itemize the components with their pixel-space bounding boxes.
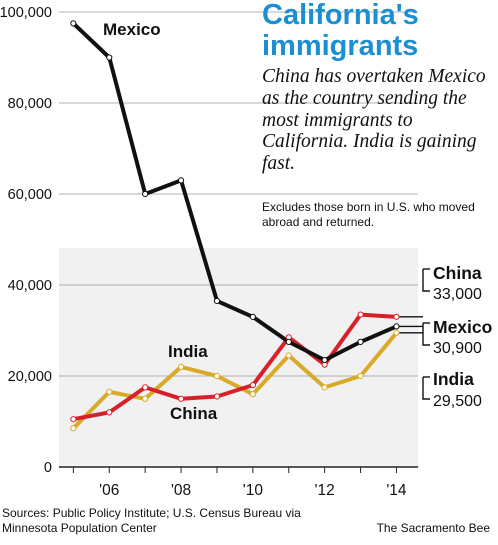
chart-subtitle: China has overtaken Mexico as the countr…	[262, 66, 486, 175]
end-label-name-india: India	[433, 369, 474, 389]
data-point-india	[249, 391, 256, 398]
grid-lines	[59, 11, 418, 468]
data-point-mexico	[357, 338, 364, 345]
x-axis: '06 '08 '10 '12 '14	[72, 467, 407, 499]
data-point-mexico	[321, 356, 328, 364]
series-labels: Mexico India China China 33,000 Mexico 30,900 I…	[103, 20, 492, 423]
data-point-china	[106, 409, 113, 416]
series-label-india: India	[168, 342, 208, 361]
y-tick-label: 20,000	[8, 369, 52, 385]
data-point-india	[357, 372, 364, 380]
x-tick-label: '06	[99, 482, 119, 499]
shaded-plot-background	[59, 248, 418, 467]
y-tick-label: 40,000	[8, 278, 52, 294]
data-point-china	[393, 313, 400, 320]
data-point-china	[177, 395, 185, 402]
series-points	[70, 20, 400, 432]
data-point-india	[321, 384, 328, 391]
data-point-mexico	[249, 313, 256, 320]
y-tick-label: 60,000	[8, 187, 52, 203]
data-point-india	[142, 395, 149, 402]
end-label-bracket-india	[422, 377, 430, 400]
y-tick-label: 100,000	[0, 5, 52, 21]
data-point-china	[70, 416, 77, 423]
end-label-bracket-china	[422, 269, 430, 292]
end-label-name-china: China	[433, 263, 482, 283]
x-tick-label: '10	[243, 482, 264, 499]
data-point-india	[70, 425, 77, 432]
y-tick-label: 0	[44, 460, 52, 476]
data-point-mexico	[285, 338, 292, 345]
end-label-value-china: 33,000	[433, 286, 482, 303]
data-point-mexico	[142, 190, 149, 198]
data-point-china	[213, 393, 221, 400]
data-point-mexico	[177, 177, 185, 184]
series-line-mexico	[72, 21, 398, 363]
data-point-china	[249, 382, 256, 389]
data-point-mexico	[106, 54, 113, 61]
chart-note: Excludes those born in U.S. who moved ab…	[262, 200, 475, 229]
series-line-india	[71, 331, 399, 430]
chart-title: California's immigrants	[262, 0, 419, 62]
series-label-china: China	[170, 404, 218, 423]
end-label-bracket-mexico	[422, 323, 430, 346]
series-label-mexico: Mexico	[103, 20, 161, 39]
credit-line: The Sacramento Bee	[376, 521, 490, 535]
data-point-mexico	[213, 297, 221, 305]
data-point-india	[177, 363, 185, 370]
data-point-india	[285, 352, 292, 359]
data-point-india	[213, 372, 221, 380]
data-point-india	[106, 388, 113, 396]
sources-footnote: Sources: Public Policy Institute; U.S. C…	[2, 506, 301, 535]
data-point-china	[357, 311, 364, 318]
series-lines	[71, 21, 399, 430]
data-point-mexico	[393, 323, 400, 330]
y-axis-tick-labels: 0 20,000 40,000 60,000 80,000 100,000	[0, 5, 52, 476]
series-line-china	[73, 312, 397, 422]
x-tick-label: '12	[315, 482, 335, 499]
end-label-value-india: 29,500	[433, 393, 482, 410]
data-point-china	[142, 384, 149, 391]
x-tick-label: '14	[386, 482, 407, 499]
data-point-india	[393, 329, 400, 336]
data-point-mexico	[70, 20, 77, 27]
end-label-name-mexico: Mexico	[433, 317, 492, 337]
x-tick-label: '08	[171, 482, 191, 499]
y-tick-label: 80,000	[8, 96, 52, 112]
end-label-value-mexico: 30,900	[433, 340, 482, 357]
